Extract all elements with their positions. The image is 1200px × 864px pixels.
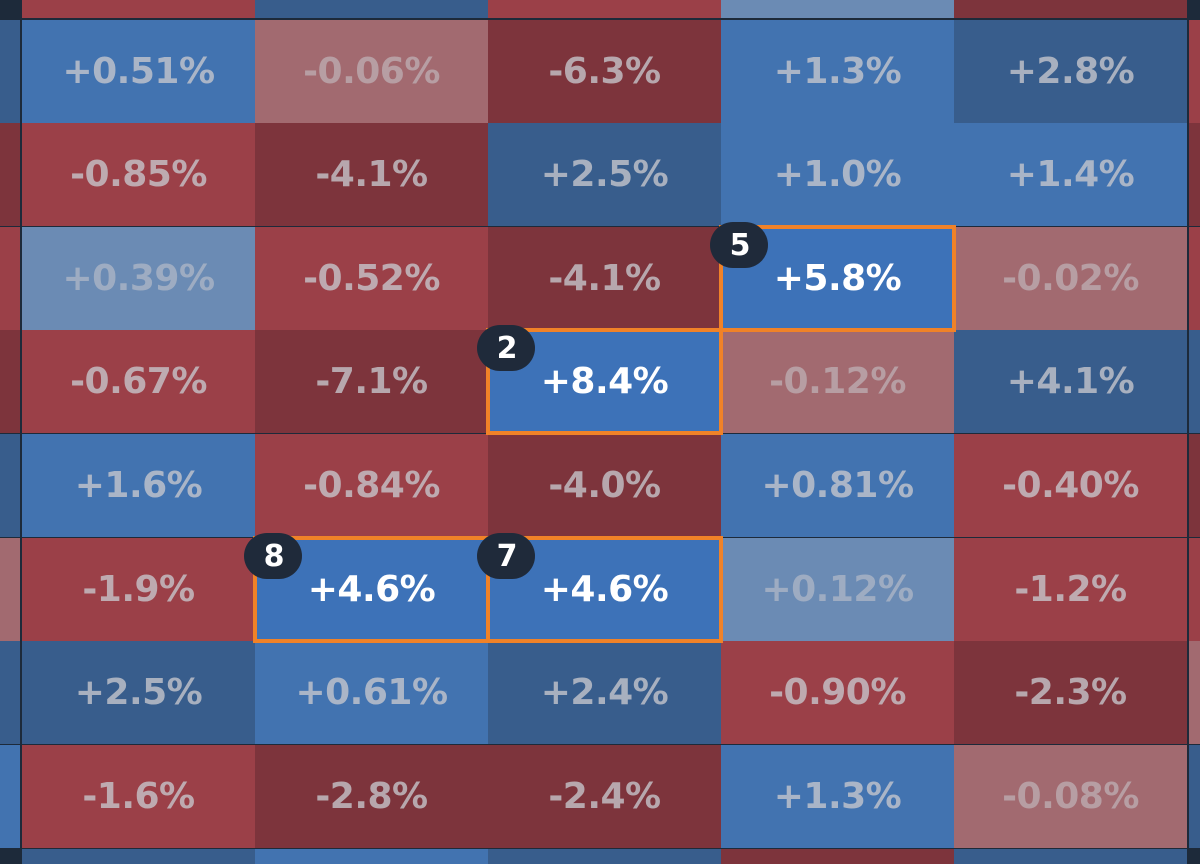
heatmap-cell[interactable]: -0.12%	[721, 330, 954, 433]
heatmap-cell[interactable]: -1.6%	[22, 745, 255, 848]
edge-cell	[0, 20, 20, 123]
edge-cell	[0, 538, 20, 641]
heatmap-cell[interactable]: +0.39%	[22, 227, 255, 330]
edge-cell	[1189, 641, 1200, 744]
heatmap-cell[interactable]: +0.81%	[721, 434, 954, 537]
edge-cell	[488, 0, 721, 18]
heatmap-cell[interactable]: +2.5%	[22, 641, 255, 744]
heatmap-cell[interactable]: -2.3%	[954, 641, 1187, 744]
heatmap-cell[interactable]: +1.3%	[721, 745, 954, 848]
heatmap-cell[interactable]: +0.51%	[22, 20, 255, 123]
edge-cell	[1189, 123, 1200, 226]
edge-cell	[0, 434, 20, 537]
heatmap-cell[interactable]: -0.90%	[721, 641, 954, 744]
heatmap-cell[interactable]: -4.1%	[255, 123, 488, 226]
edge-cell	[22, 849, 255, 864]
edge-cell	[1189, 434, 1200, 537]
edge-cell	[22, 0, 255, 18]
heatmap-cell[interactable]: -2.4%	[488, 745, 721, 848]
heatmap-cell[interactable]: -0.06%	[255, 20, 488, 123]
heatmap-cell[interactable]: -0.67%	[22, 330, 255, 433]
heatmap-cell[interactable]: -4.1%	[488, 227, 721, 330]
edge-cell	[1189, 227, 1200, 330]
edge-cell	[0, 330, 20, 433]
highlighted-cell[interactable]: +4.6%	[486, 536, 723, 643]
edge-cell	[0, 745, 20, 848]
cell-number-badge: 2	[477, 325, 535, 371]
heatmap-cell[interactable]: -0.85%	[22, 123, 255, 226]
heatmap-cell[interactable]: -6.3%	[488, 20, 721, 123]
heatmap-cell[interactable]: -1.9%	[22, 538, 255, 641]
heatmap-cell[interactable]: +1.3%	[721, 20, 954, 123]
cell-number-badge: 5	[710, 222, 768, 268]
edge-cell	[954, 849, 1187, 864]
heatmap-cell[interactable]: +2.5%	[488, 123, 721, 226]
heatmap-cell[interactable]: +0.12%	[721, 538, 954, 641]
heatmap-cell[interactable]: +1.6%	[22, 434, 255, 537]
heatmap-cell[interactable]: +2.4%	[488, 641, 721, 744]
heatmap-cell[interactable]: -0.40%	[954, 434, 1187, 537]
edge-cell	[0, 123, 20, 226]
cell-number-badge: 7	[477, 533, 535, 579]
edge-cell	[255, 849, 488, 864]
edge-cell	[1189, 20, 1200, 123]
edge-cell	[488, 849, 721, 864]
heatmap-cell[interactable]: +1.4%	[954, 123, 1187, 226]
heatmap-cell[interactable]: -0.84%	[255, 434, 488, 537]
edge-cell	[721, 0, 954, 18]
highlighted-cell[interactable]: +5.8%	[719, 225, 956, 332]
heatmap-cell[interactable]: -0.08%	[954, 745, 1187, 848]
edge-cell	[954, 0, 1187, 18]
heatmap-cell[interactable]: -7.1%	[255, 330, 488, 433]
heatmap-cell[interactable]: -0.52%	[255, 227, 488, 330]
edge-cell	[0, 641, 20, 744]
edge-cell	[1189, 745, 1200, 848]
heatmap-cell[interactable]: -2.8%	[255, 745, 488, 848]
heatmap-cell[interactable]: +4.1%	[954, 330, 1187, 433]
heatmap-cell[interactable]: -4.0%	[488, 434, 721, 537]
highlighted-cell[interactable]: +8.4%	[486, 328, 723, 435]
heatmap-cell[interactable]: +2.8%	[954, 20, 1187, 123]
edge-cell	[1189, 330, 1200, 433]
edge-cell	[0, 227, 20, 330]
edge-cell	[721, 849, 954, 864]
heatmap-cell[interactable]: -0.02%	[954, 227, 1187, 330]
heatmap-cell[interactable]: -1.2%	[954, 538, 1187, 641]
cell-number-badge: 8	[244, 533, 302, 579]
heatmap-cell[interactable]: +0.61%	[255, 641, 488, 744]
edge-cell	[255, 0, 488, 18]
edge-cell	[1189, 538, 1200, 641]
heatmap-cell[interactable]: +1.0%	[721, 123, 954, 226]
